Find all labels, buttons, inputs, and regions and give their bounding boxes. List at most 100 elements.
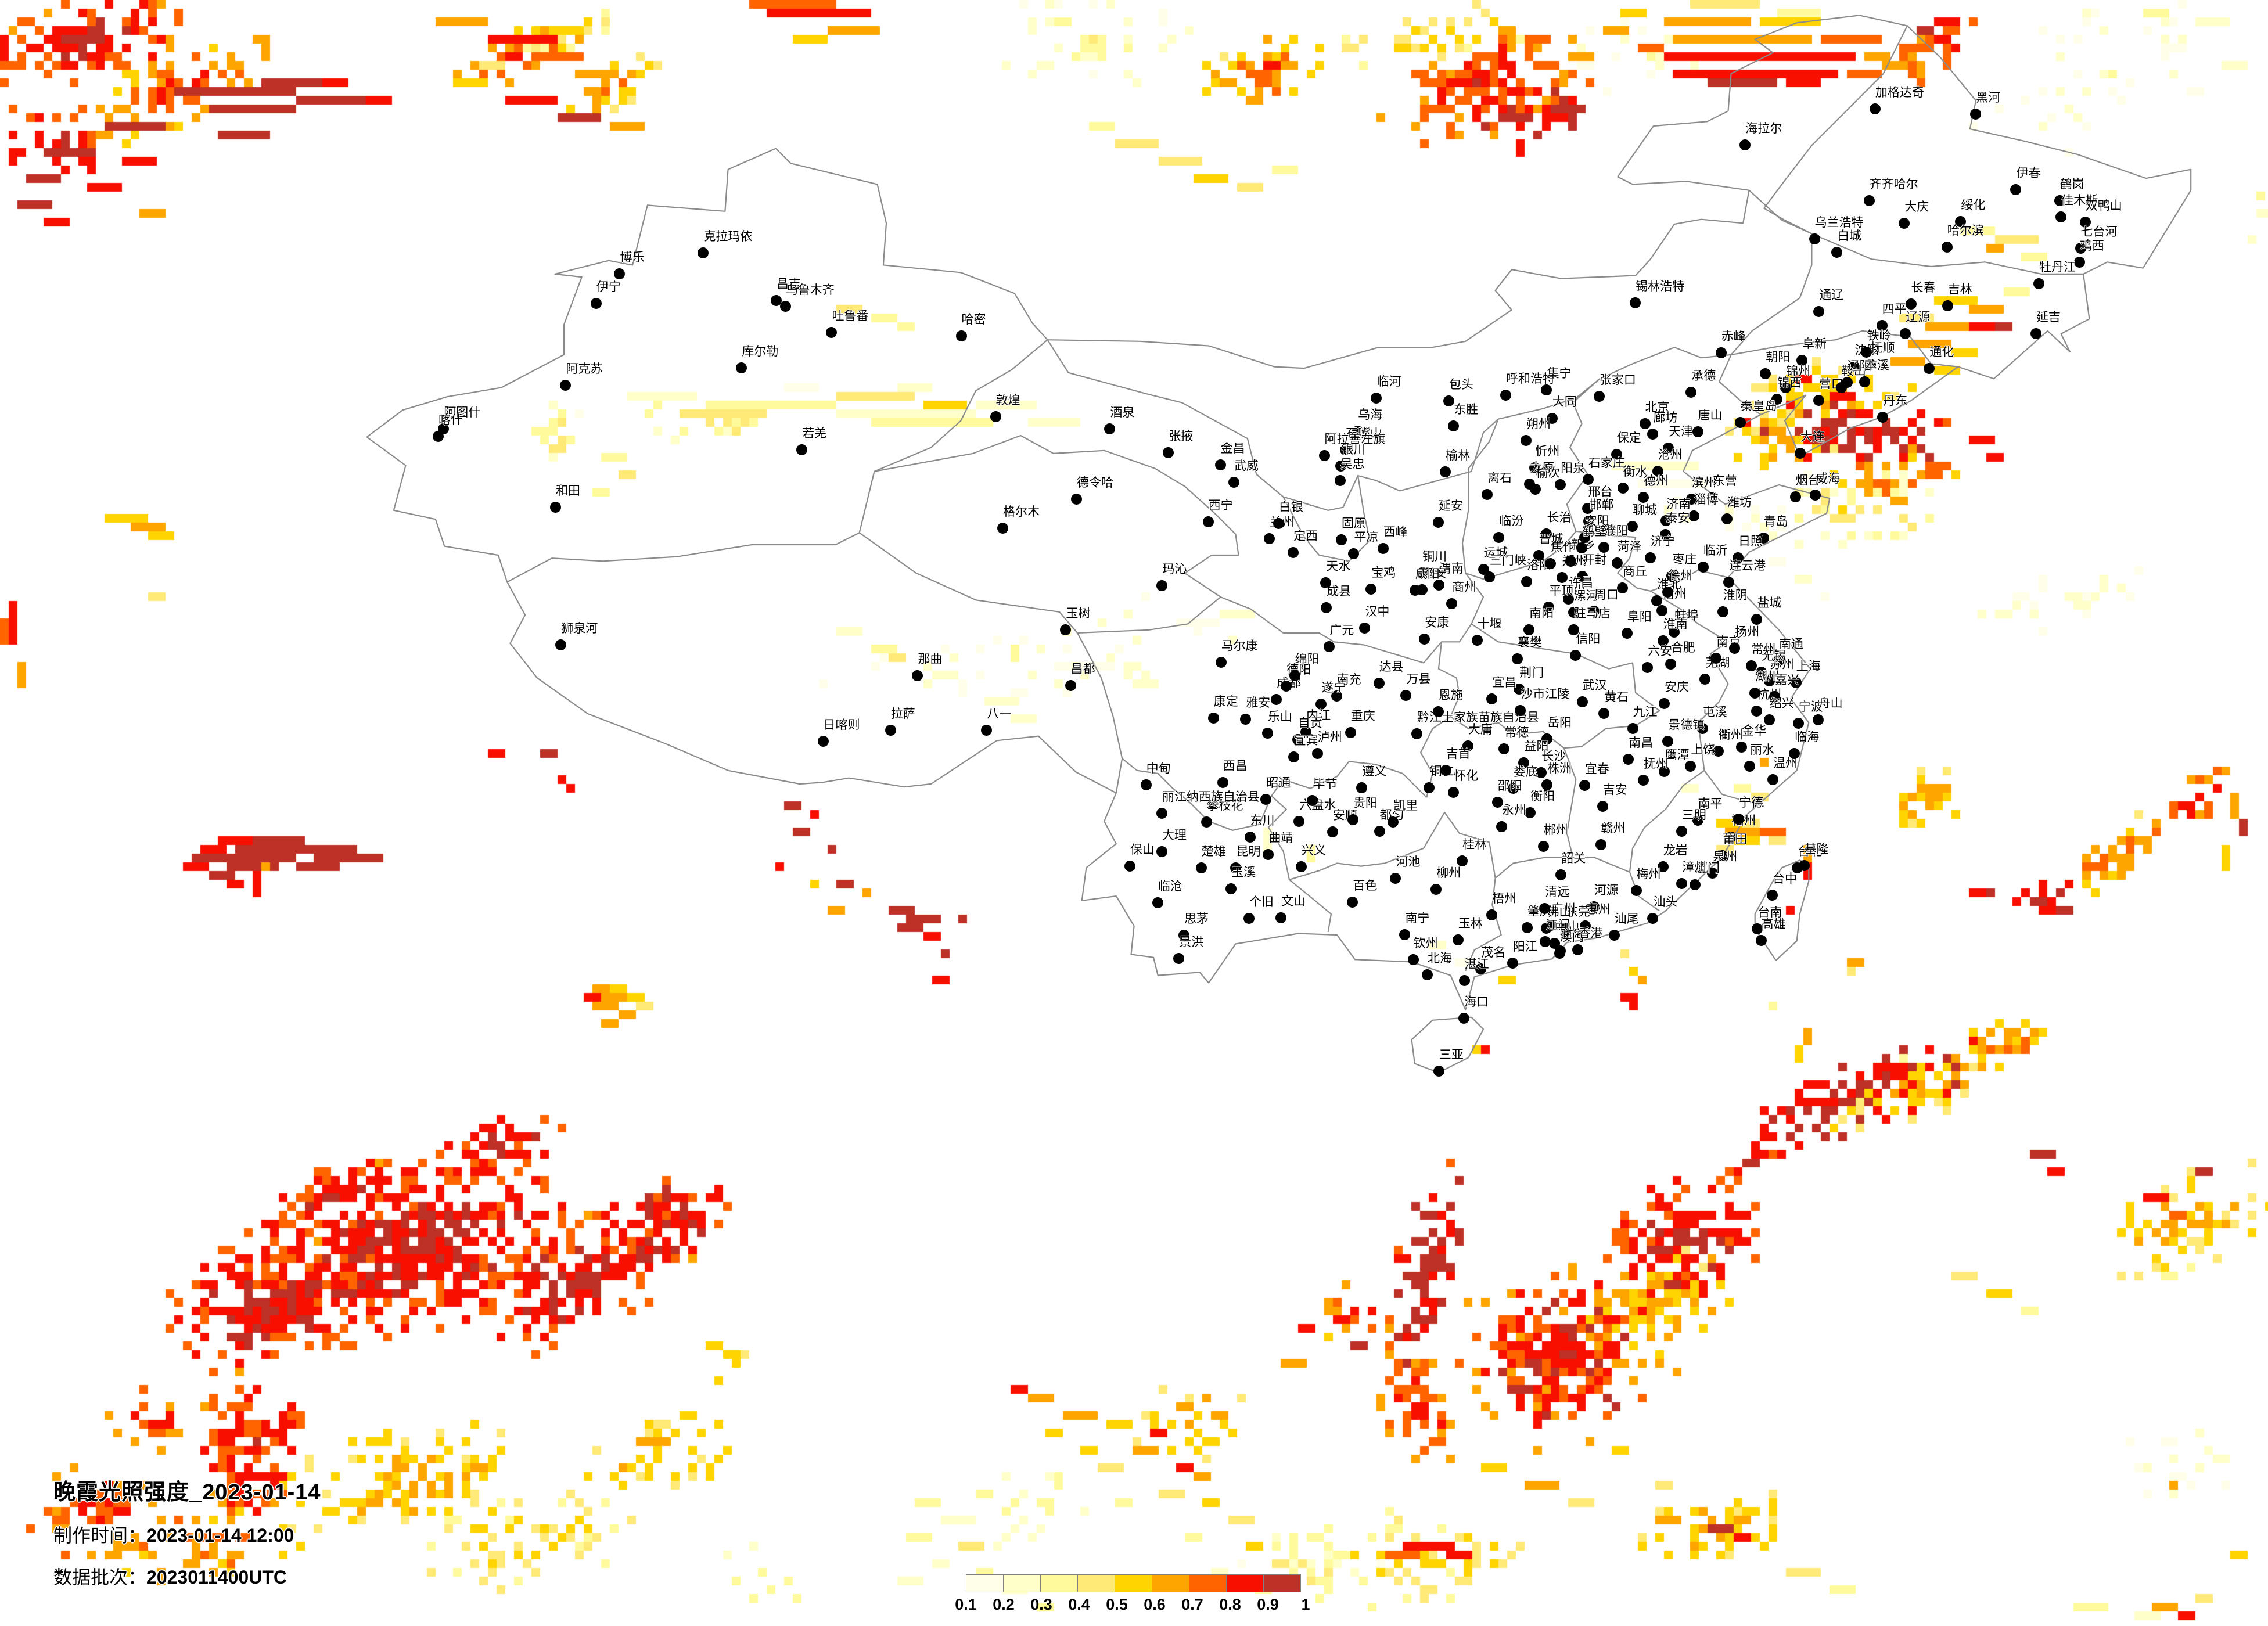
city-dot-icon <box>1446 598 1458 610</box>
city-label: 内江 <box>1306 709 1331 723</box>
city-label: 景洪 <box>1179 936 1204 949</box>
city-label: 佛山 <box>1547 905 1572 919</box>
city-dot-icon <box>1518 757 1530 769</box>
city-dot-icon <box>997 523 1008 534</box>
city-dot-icon <box>1458 975 1470 987</box>
city-label: 南充 <box>1336 673 1361 687</box>
city-label: 滨州 <box>1691 476 1716 490</box>
city-label: 娄底 <box>1513 765 1538 779</box>
city-dot-icon <box>1335 460 1347 472</box>
city-dot-icon <box>1140 779 1152 790</box>
city-dot-icon <box>1433 580 1444 591</box>
city-dot-icon <box>1861 346 1872 358</box>
city-dot-icon <box>1755 934 1767 946</box>
city-dot-icon <box>1849 361 1860 373</box>
city-dot-icon <box>1576 696 1588 708</box>
city-dot-icon <box>1710 652 1722 664</box>
city-label: 连云港 <box>1729 559 1766 573</box>
city-dot-icon <box>1195 862 1207 874</box>
city-label: 吉安 <box>1602 783 1627 797</box>
city-label: 沧州 <box>1658 448 1683 462</box>
city-label: 菏泽 <box>1617 540 1642 554</box>
city-dot-icon <box>1630 884 1642 896</box>
city-label: 固原 <box>1341 516 1366 530</box>
city-label: 长沙 <box>1541 749 1566 763</box>
city-label: 聊城 <box>1632 503 1657 517</box>
city-dot-icon <box>1335 534 1347 545</box>
city-label: 集宁 <box>1547 366 1572 380</box>
city-dot-icon <box>1729 642 1741 654</box>
city-label: 潍坊 <box>1727 496 1752 510</box>
city-dot-icon <box>1767 889 1778 901</box>
city-label: 九江 <box>1633 705 1658 719</box>
city-dot-icon <box>1651 595 1662 607</box>
city-dot-icon <box>1763 714 1775 725</box>
city-dot-icon <box>1732 552 1744 563</box>
city-dot-icon <box>1544 557 1556 569</box>
city-dot-icon <box>1225 883 1237 894</box>
province-border-16 <box>1563 747 1577 858</box>
city-dot-icon <box>1411 728 1422 739</box>
city-dot-icon <box>1243 912 1255 924</box>
city-dot-icon <box>1263 533 1275 544</box>
city-dot-icon <box>1792 718 1804 729</box>
city-dot-icon <box>1905 298 1917 310</box>
city-label: 岳阳 <box>1547 715 1572 729</box>
city-dot-icon <box>1621 627 1633 639</box>
city-label: 南平 <box>1698 797 1723 811</box>
city-label: 运城 <box>1483 546 1508 560</box>
city-label: 开封 <box>1582 553 1607 567</box>
city-dot-icon <box>1647 913 1659 924</box>
city-label: 阿图什 <box>444 406 481 420</box>
city-label: 衡水 <box>1623 465 1648 479</box>
city-dot-icon <box>1580 920 1591 931</box>
city-dot-icon <box>1207 713 1219 724</box>
city-dot-icon <box>1666 570 1678 582</box>
city-label: 万县 <box>1406 672 1431 686</box>
city-label: 北海 <box>1427 951 1452 965</box>
province-border-18 <box>1703 770 1764 807</box>
city-label: 昭通 <box>1266 776 1291 790</box>
city-dot-icon <box>1321 602 1332 613</box>
city-dot-icon <box>1657 635 1669 647</box>
city-dot-icon <box>1263 849 1274 860</box>
batch-line: 数据批次：2023011400UTC <box>53 1563 321 1589</box>
city-label: 淄博 <box>1694 493 1719 507</box>
city-dot-icon <box>1530 484 1541 495</box>
city-label: 四平 <box>1882 303 1907 316</box>
city-dot-icon <box>1541 779 1552 790</box>
city-dot-icon <box>1275 912 1286 924</box>
city-dot-icon <box>1539 903 1551 915</box>
legend-tick-label: 1 <box>1301 1596 1310 1613</box>
city-dot-icon <box>1388 816 1399 828</box>
city-dot-icon <box>1483 571 1495 583</box>
city-dot-icon <box>1260 793 1272 805</box>
city-dot-icon <box>1617 483 1629 494</box>
city-label: 保定 <box>1616 431 1641 445</box>
city-dot-icon <box>2010 184 2022 195</box>
city-dot-icon <box>1293 816 1305 828</box>
city-dot-icon <box>1060 624 1072 636</box>
city-label: 思茅 <box>1184 912 1209 926</box>
city-label: 乌鲁木齐 <box>785 283 835 297</box>
city-label: 舟山 <box>1818 696 1843 710</box>
city-label: 衢州 <box>1719 728 1744 742</box>
city-dot-icon <box>1771 394 1783 405</box>
city-dot-icon <box>1813 305 1825 317</box>
city-label: 阿拉善左旗 <box>1324 433 1386 446</box>
city-dot-icon <box>1300 726 1312 738</box>
city-label: 郴州 <box>1543 823 1568 837</box>
city-dot-icon <box>2073 256 2085 268</box>
city-dot-icon <box>1831 247 1843 258</box>
city-label: 自贡 <box>1297 716 1322 730</box>
city-label: 那曲 <box>918 652 943 666</box>
city-label: 台北 <box>1798 845 1823 859</box>
city-label: 上海 <box>1796 660 1821 674</box>
legend-swatch <box>1003 1574 1041 1592</box>
city-label: 哈尔滨 <box>1947 224 1984 238</box>
city-dot-icon <box>736 362 747 374</box>
city-dot-icon <box>1623 753 1634 765</box>
city-dot-icon <box>1608 930 1620 941</box>
